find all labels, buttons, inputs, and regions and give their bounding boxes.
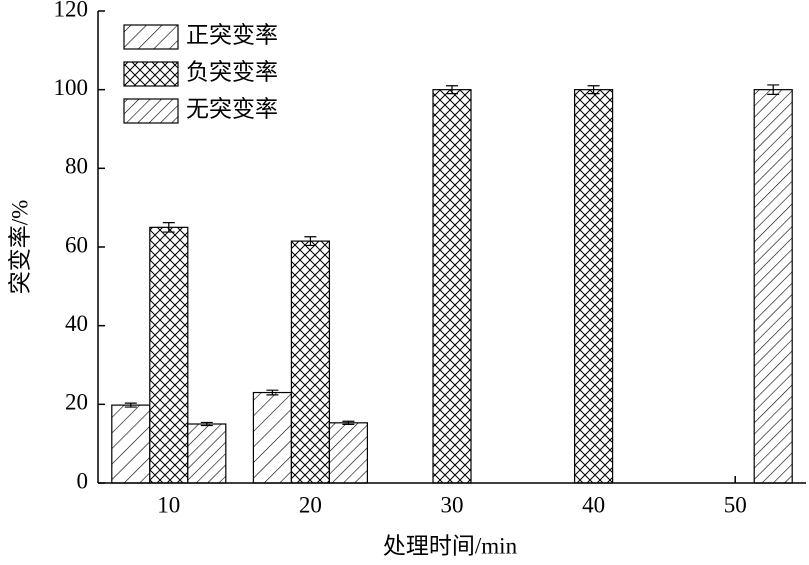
bar: [573, 89, 614, 484]
bar: [111, 404, 151, 484]
x-tick-label: 30: [441, 492, 464, 517]
legend-label: 负突变率: [186, 59, 278, 84]
bar: [432, 89, 472, 484]
error-bar: [200, 421, 213, 427]
bar: [149, 226, 189, 484]
y-axis-label: 突变率/%: [7, 200, 32, 295]
legend-swatch: [123, 61, 179, 87]
error-bar: [124, 402, 137, 408]
error-bar: [304, 236, 317, 247]
x-tick-label: 10: [157, 492, 180, 517]
x-tick-label: 20: [299, 492, 322, 517]
error-bar: [342, 420, 355, 425]
error-bar: [162, 222, 175, 233]
legend-swatch: [123, 24, 179, 50]
bar: [753, 89, 793, 484]
x-tick-label: 50: [724, 492, 747, 517]
legend-label: 正突变率: [186, 22, 278, 47]
bar: [252, 391, 292, 484]
y-tick-label: 60: [65, 232, 88, 257]
y-tick-label: 0: [77, 468, 89, 493]
x-tick-label: 40: [582, 492, 605, 517]
error-bar: [587, 85, 600, 95]
bar: [328, 422, 368, 484]
bar: [290, 240, 330, 484]
legend-swatch: [123, 98, 179, 124]
error-bar: [767, 84, 780, 95]
bar: [187, 423, 227, 484]
y-tick-label: 80: [65, 154, 88, 179]
x-axis-label: 处理时间/min: [383, 533, 518, 558]
y-tick-label: 120: [54, 0, 89, 21]
legend-label: 无突变率: [186, 96, 278, 121]
error-bar: [446, 85, 458, 95]
y-tick-label: 100: [54, 75, 89, 100]
y-tick-label: 40: [65, 311, 88, 336]
error-bar: [266, 389, 279, 396]
y-tick-label: 20: [65, 390, 88, 415]
